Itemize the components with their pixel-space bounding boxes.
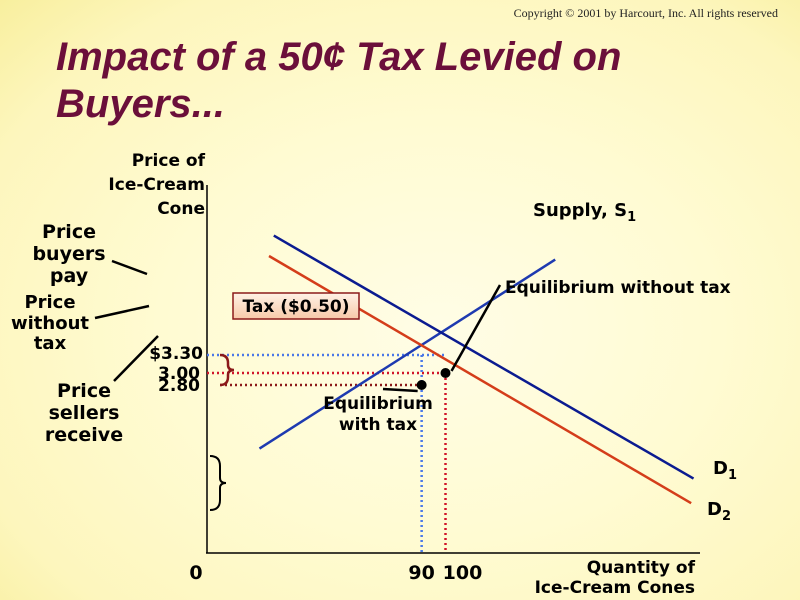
annotation-sellers-line-1: Price (57, 380, 111, 402)
y-tick-300: 3.00 (158, 364, 200, 384)
copyright-text: Copyright © 2001 by Harcourt, Inc. All r… (513, 6, 778, 20)
x-tick-90: 90 (408, 562, 434, 584)
equilibrium-point-without-tax (440, 368, 451, 378)
equilibrium-without-tax-label: Equilibrium without tax (505, 278, 731, 298)
annotation-sellers-line-2: sellers (49, 402, 120, 424)
annotation-without-line-3: tax (34, 333, 67, 354)
x-axis-label-line-2: Ice-Cream Cones (535, 578, 695, 598)
annotation-without-line-2: without (11, 313, 89, 334)
chart-title: Impact of a 50¢ Tax Levied on Buyers... (56, 35, 622, 126)
pointer-without-tax (94, 304, 150, 320)
x-axis-label-line-1: Quantity of (587, 558, 696, 578)
equilibrium-point-with-tax (416, 380, 427, 390)
d1-label: D1 (713, 458, 737, 483)
pointer-equilibrium-with-tax (382, 387, 418, 393)
left-price-brace (209, 455, 227, 511)
annotation-buyers-line-1: Price (42, 221, 96, 243)
annotation-sellers-line-3: receive (45, 424, 123, 446)
demand-curve-d1 (273, 234, 695, 480)
origin-label: 0 (189, 562, 202, 584)
tax-box (232, 292, 360, 320)
tax-label: Tax ($0.50) (242, 297, 349, 317)
tax-brace (219, 353, 235, 387)
pointer-equilibrium-without-tax (450, 284, 502, 372)
annotation-without-line-1: Price (24, 292, 75, 313)
y-axis-label-line-2: Ice-Cream (108, 175, 205, 195)
annotation-price-without-tax: Price without tax (11, 292, 150, 354)
annotation-buyers-line-2: buyers (32, 243, 105, 265)
y-tick-330: $3.30 (149, 344, 203, 364)
d2-label: D2 (707, 499, 731, 524)
supply-curve (258, 258, 556, 450)
pointer-sellers (113, 335, 159, 382)
equilibrium-with-tax-label-2: with tax (339, 415, 417, 435)
equilibrium-with-tax-label-1: Equilibrium (323, 394, 433, 414)
pointer-buyers (111, 259, 148, 276)
y-axis-label-line-3: Cone (157, 199, 205, 219)
annotation-price-sellers-receive: Price sellers receive (45, 335, 159, 446)
y-axis-label-line-1: Price of (132, 151, 206, 171)
y-tick-280: 2.80 (158, 376, 200, 396)
x-tick-100: 100 (443, 562, 483, 584)
guide-lines (207, 353, 447, 553)
supply-label: Supply, S1 (533, 200, 636, 225)
annotation-price-buyers-pay: Price buyers pay (32, 221, 148, 287)
annotation-buyers-line-3: pay (50, 265, 89, 287)
